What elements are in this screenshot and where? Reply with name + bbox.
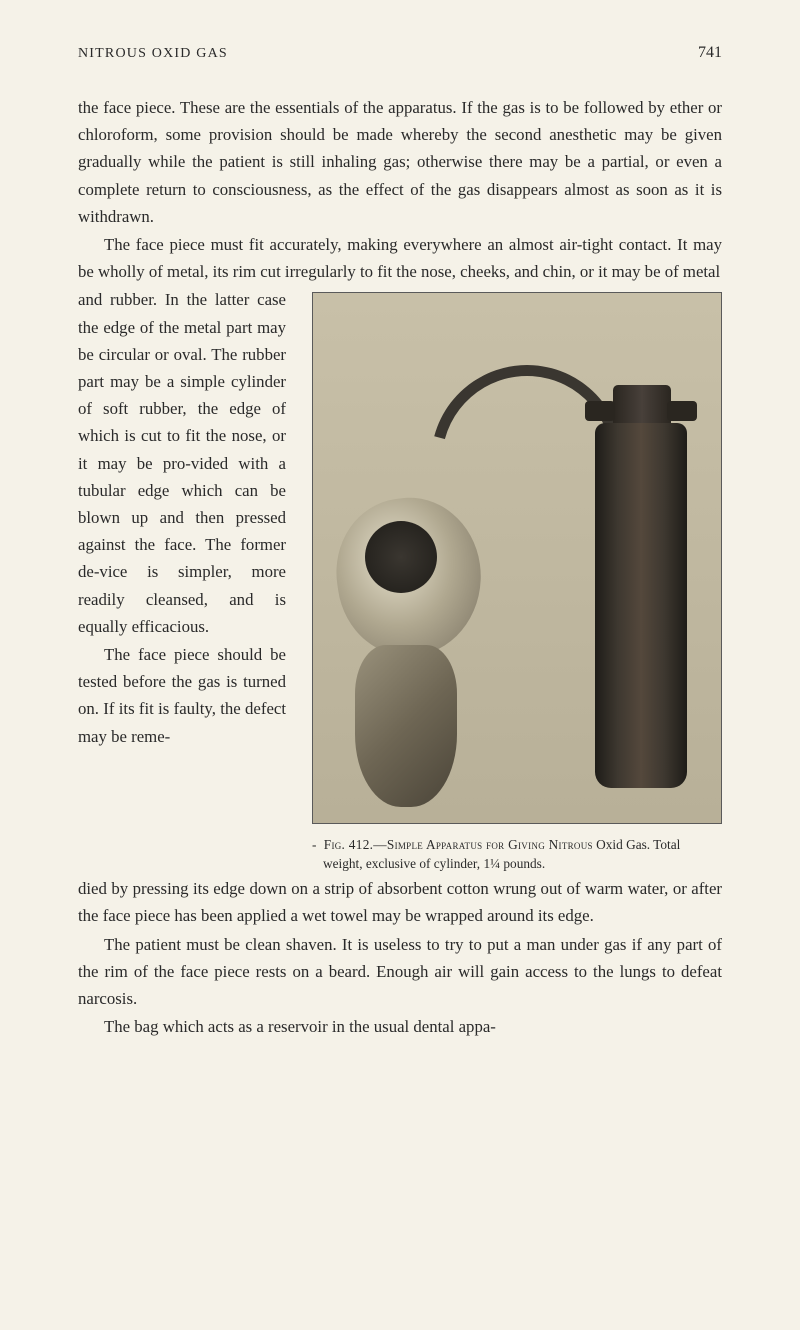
page-number: 741 — [698, 44, 722, 62]
paragraph-5: The bag which acts as a reservoir in the… — [78, 1013, 722, 1040]
paragraph-2: The face piece must fit accurately, maki… — [78, 231, 722, 285]
gas-cylinder — [595, 423, 687, 788]
remaining-body-text: died by pressing its edge down on a stri… — [78, 874, 722, 1040]
valve-right — [667, 401, 697, 421]
caption-label: Fig. 412.—Simple Apparatus for Giving Ni… — [324, 837, 593, 852]
reservoir-bag — [355, 645, 457, 807]
caption-text: - Fig. 412.—Simple Apparatus for Giving … — [312, 836, 722, 874]
figure-illustration — [312, 292, 722, 824]
figure-caption: - Fig. 412.—Simple Apparatus for Giving … — [312, 836, 722, 874]
left-paragraph-a: and rubber. In the latter case the edge … — [78, 286, 286, 640]
apparatus-drawing — [313, 293, 721, 823]
figure-wrap-section: and rubber. In the latter case the edge … — [78, 286, 722, 874]
body-text-block: the face piece. These are the essentials… — [78, 94, 722, 285]
valve-left — [585, 401, 615, 421]
paragraph-1: the face piece. These are the essentials… — [78, 94, 722, 230]
left-paragraph-b: The face piece should be tested before t… — [78, 641, 286, 750]
paragraph-3-continued: died by pressing its edge down on a stri… — [78, 875, 722, 929]
paragraph-4: The patient must be clean shaven. It is … — [78, 931, 722, 1013]
caption-dash: - — [312, 837, 316, 852]
running-title: NITROUS OXID GAS — [78, 46, 228, 62]
left-wrapped-text: and rubber. In the latter case the edge … — [78, 286, 286, 749]
mask-opening — [365, 521, 437, 593]
page-header: NITROUS OXID GAS 741 — [78, 44, 722, 62]
